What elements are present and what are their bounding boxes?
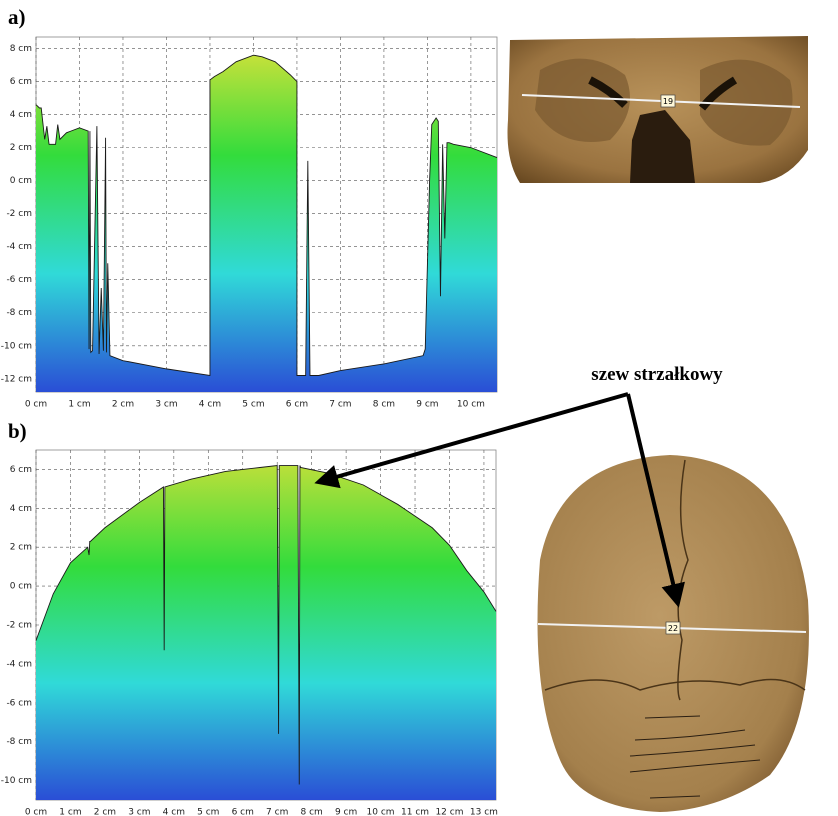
x-tick-label: 5 cm <box>197 808 219 816</box>
x-tick-label: 9 cm <box>335 808 357 816</box>
x-tick-label: 7 cm <box>329 400 351 410</box>
x-tick-label: 0 cm <box>25 808 47 816</box>
x-tick-label: 8 cm <box>300 808 322 816</box>
x-tick-label: 2 cm <box>112 400 134 410</box>
y-tick-label: -10 cm <box>1 341 32 351</box>
y-tick-label: -8 cm <box>6 737 32 747</box>
y-tick-label: 0 cm <box>10 582 32 592</box>
x-tick-label: 3 cm <box>128 808 150 816</box>
x-tick-label: 12 cm <box>435 808 463 816</box>
x-tick-label: 6 cm <box>286 400 308 410</box>
photo-skull-front: 19 <box>508 36 809 183</box>
x-tick-label: 4 cm <box>199 400 221 410</box>
y-tick-label: -2 cm <box>6 621 32 631</box>
y-tick-label: 6 cm <box>10 77 32 87</box>
photo-label: 22 <box>668 624 678 633</box>
panel-label: b) <box>8 419 27 443</box>
y-tick-label: 4 cm <box>10 504 32 514</box>
photo-label: 19 <box>663 97 673 106</box>
panel-label: a) <box>8 5 26 29</box>
y-tick-label: -12 cm <box>1 374 32 384</box>
y-tick-label: 2 cm <box>10 543 32 553</box>
x-tick-label: 1 cm <box>68 400 90 410</box>
y-tick-label: -4 cm <box>6 242 32 252</box>
y-tick-label: 8 cm <box>10 44 32 54</box>
x-tick-label: 2 cm <box>94 808 116 816</box>
y-tick-label: 2 cm <box>10 143 32 153</box>
y-tick-label: -6 cm <box>6 275 32 285</box>
x-tick-label: 10 cm <box>367 808 395 816</box>
x-tick-label: 6 cm <box>232 808 254 816</box>
x-tick-label: 0 cm <box>25 400 47 410</box>
x-tick-label: 7 cm <box>266 808 288 816</box>
charts: a) 0 cm 1 cm 2 cm 3 cm 4 cm 5 cm 6 cm 7 cm 8 cm 9 … <box>1 5 498 816</box>
y-tick-label: 6 cm <box>10 465 32 475</box>
y-tick-label: -2 cm <box>6 209 32 219</box>
x-tick-label: 1 cm <box>59 808 81 816</box>
x-tick-label: 5 cm <box>242 400 264 410</box>
y-tick-label: -8 cm <box>6 308 32 318</box>
annotation: szew strzałkowy <box>591 364 723 385</box>
y-tick-label: 0 cm <box>10 176 32 186</box>
x-tick-label: 8 cm <box>373 400 395 410</box>
y-tick-label: 4 cm <box>10 110 32 120</box>
x-tick-label: 4 cm <box>163 808 185 816</box>
y-tick-label: -10 cm <box>1 776 32 786</box>
x-tick-label: 11 cm <box>401 808 429 816</box>
y-tick-label: -6 cm <box>6 698 32 708</box>
x-tick-label: 10 cm <box>457 400 485 410</box>
photo-skull-top: 22 <box>538 455 809 812</box>
x-tick-label: 13 cm <box>470 808 498 816</box>
x-tick-label: 3 cm <box>155 400 177 410</box>
figure: a) 0 cm 1 cm 2 cm 3 cm 4 cm 5 cm 6 cm 7 cm 8 cm 9 … <box>0 0 838 816</box>
y-tick-label: -4 cm <box>6 659 32 669</box>
x-tick-label: 9 cm <box>416 400 438 410</box>
